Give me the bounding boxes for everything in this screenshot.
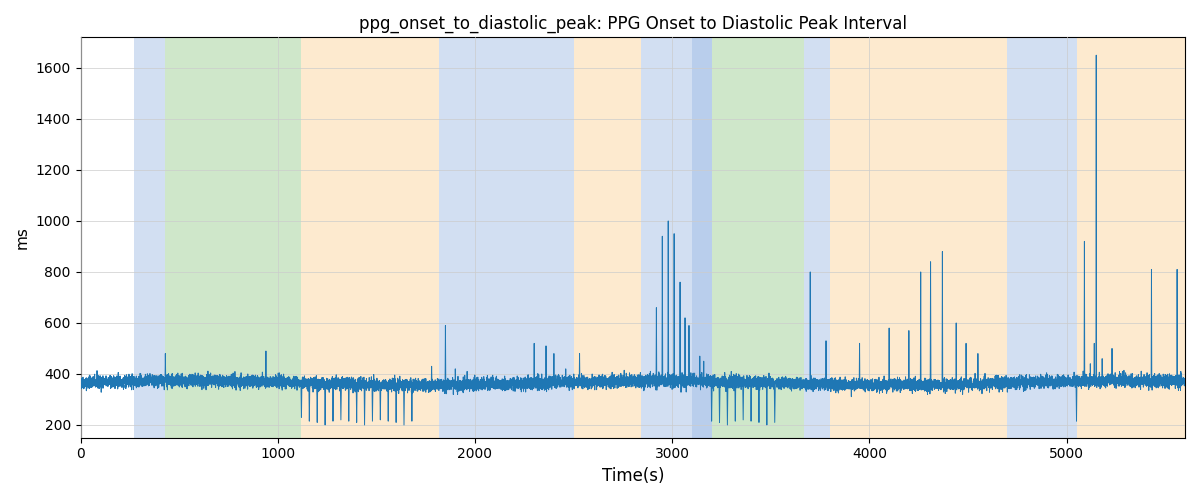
Bar bbox=[692, 38, 712, 438]
Bar bbox=[439, 38, 574, 438]
Bar bbox=[1076, 38, 1184, 438]
Bar bbox=[1008, 38, 1076, 438]
Bar bbox=[804, 38, 830, 438]
Bar bbox=[133, 38, 166, 438]
Title: ppg_onset_to_diastolic_peak: PPG Onset to Diastolic Peak Interval: ppg_onset_to_diastolic_peak: PPG Onset t… bbox=[359, 15, 907, 34]
Bar bbox=[574, 38, 641, 438]
Bar bbox=[641, 38, 692, 438]
Y-axis label: ms: ms bbox=[14, 226, 30, 249]
Bar bbox=[712, 38, 804, 438]
X-axis label: Time(s): Time(s) bbox=[601, 467, 664, 485]
Bar bbox=[301, 38, 439, 438]
Bar bbox=[166, 38, 301, 438]
Bar bbox=[830, 38, 1008, 438]
